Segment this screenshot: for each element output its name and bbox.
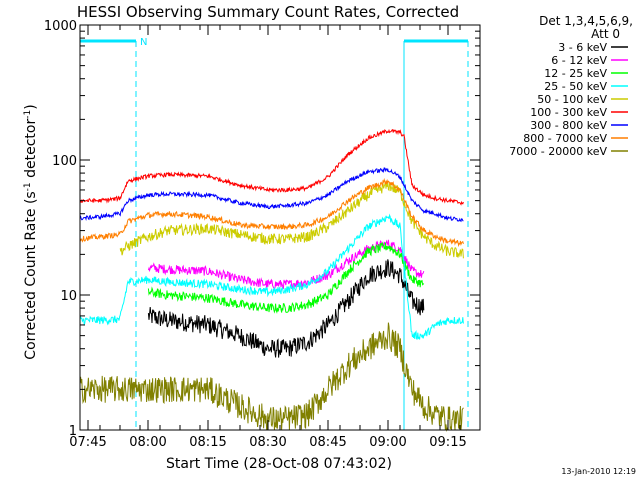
y-axis-label: Corrected Count Rate (s-1 detector-1) — [23, 104, 39, 359]
axes: 1 10 100 1000 07:45 08:00 08:15 08:30 08:45 09:00… — [44, 19, 481, 450]
y-axis-label-main: Corrected Count Rate (s — [23, 191, 39, 359]
series-line-0 — [147, 259, 425, 358]
legend-label-4: 50 - 100 keV — [537, 93, 607, 106]
series-line-3 — [79, 213, 464, 340]
x-tick-label-4: 08:45 — [309, 435, 346, 450]
y-tick-label-3: 1000 — [44, 19, 77, 34]
x-tick-label-0: 07:45 — [69, 435, 106, 450]
plot-timestamp: 13-Jan-2010 12:19 — [561, 467, 636, 476]
x-axis-label: Start Time (28-Oct-08 07:43:02) — [166, 456, 392, 472]
series-line-6 — [79, 167, 464, 223]
legend-header-detectors: Det 1,3,4,5,6,9, — [539, 14, 633, 28]
chart-title: HESSI Observing Summary Count Rates, Cor… — [77, 3, 459, 21]
y-axis-label-sup2: -1 — [23, 110, 33, 119]
y-axis-label-sup1: -1 — [23, 182, 33, 191]
series-line-5 — [79, 128, 464, 206]
legend-label-6: 300 - 800 keV — [530, 119, 607, 132]
x-tick-label-6: 09:15 — [429, 435, 466, 450]
y-axis-label-mid: detector — [23, 119, 39, 183]
x-tick-label-3: 08:30 — [249, 435, 286, 450]
svg-text:Corrected Count Rate (s-1 dete: Corrected Count Rate (s-1 detector-1) — [23, 104, 39, 359]
y-tick-label-1: 10 — [60, 289, 77, 304]
legend-label-2: 12 - 25 keV — [544, 67, 607, 80]
series-line-1 — [147, 239, 425, 289]
legend-label-0: 3 - 6 keV — [558, 41, 607, 54]
legend-label-1: 6 - 12 keV — [551, 54, 607, 67]
x-tick-label-5: 09:00 — [369, 435, 406, 450]
legend-header-attenuator: Att 0 — [591, 27, 620, 41]
y-tick-label-0: 1 — [69, 424, 77, 439]
night-marker-label: N — [140, 37, 147, 48]
x-tick-label-1: 08:00 — [129, 435, 166, 450]
x-tick-label-2: 08:15 — [189, 435, 226, 450]
y-axis-label-end: ) — [23, 104, 39, 109]
legend-label-3: 25 - 50 keV — [544, 80, 607, 93]
series-line-2 — [147, 241, 425, 314]
legend-label-5: 100 - 300 keV — [530, 106, 607, 119]
plot-area: N — [79, 37, 469, 432]
series-line-4 — [119, 180, 464, 259]
legend-label-7: 800 - 7000 keV — [523, 132, 607, 145]
series-line-8 — [79, 322, 464, 432]
legend-label-8: 7000 - 20000 keV — [509, 145, 607, 158]
y-tick-label-2: 100 — [52, 154, 77, 169]
series-line-7 — [79, 177, 464, 248]
